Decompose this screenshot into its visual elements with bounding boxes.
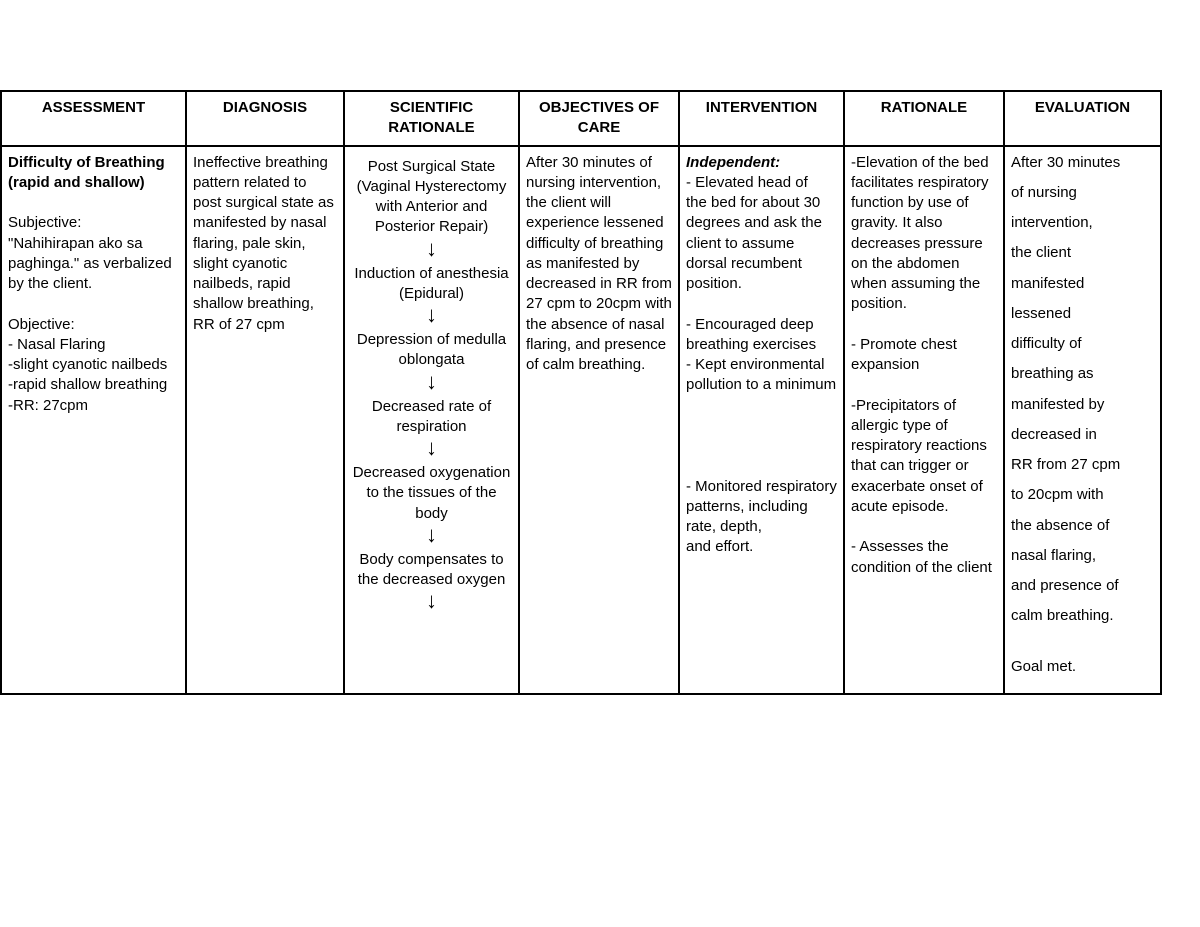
evaluation-line: calm breathing. <box>1011 606 1154 626</box>
rationale-item: - Assesses the condition of the client <box>851 537 997 578</box>
col-evaluation: EVALUATION <box>1004 91 1161 146</box>
flow-step: Body compensates to the decreased oxygen <box>351 550 512 591</box>
arrow-down-icon: ↓ <box>351 441 512 459</box>
arrow-down-icon: ↓ <box>351 528 512 546</box>
flow-step: Post Surgical State (Vaginal Hysterectom… <box>351 157 512 238</box>
intervention-item: - Encouraged deep breathing exercises <box>686 315 837 356</box>
evaluation-line: difficulty of <box>1011 334 1154 354</box>
objective-item: -slight cyanotic nailbeds <box>8 355 179 375</box>
evaluation-line: manifested by <box>1011 395 1154 415</box>
col-intervention: INTERVENTION <box>679 91 844 146</box>
arrow-down-icon: ↓ <box>351 242 512 260</box>
independent-label: Independent: <box>686 153 837 173</box>
table-row: Difficulty of Breathing (rapid and shall… <box>1 146 1161 695</box>
objective-item: - Nasal Flaring <box>8 335 179 355</box>
intervention-item: - Elevated head of the bed for about 30 … <box>686 173 837 295</box>
flow-step: Depression of medulla oblongata <box>351 330 512 371</box>
evaluation-line: the client <box>1011 243 1154 263</box>
evaluation-line: intervention, <box>1011 213 1154 233</box>
col-diagnosis: DIAGNOSIS <box>186 91 344 146</box>
subjective-label: Subjective: <box>8 213 179 233</box>
evaluation-line: nasal flaring, <box>1011 546 1154 566</box>
evaluation-goal: Goal met. <box>1011 657 1154 677</box>
cell-diagnosis: Ineffective breathing pattern related to… <box>186 146 344 695</box>
evaluation-line: to 20cpm with <box>1011 485 1154 505</box>
flow-diagram: Post Surgical State (Vaginal Hysterectom… <box>351 157 512 613</box>
evaluation-line: After 30 minutes <box>1011 153 1154 173</box>
objective-item: -rapid shallow breathing <box>8 375 179 395</box>
cell-scientific: Post Surgical State (Vaginal Hysterectom… <box>344 146 519 695</box>
evaluation-line: lessened <box>1011 304 1154 324</box>
intervention-item: - Kept environmental pollution to a mini… <box>686 355 837 396</box>
col-objectives: OBJECTIVES OF CARE <box>519 91 679 146</box>
flow-step: Decreased oxygenation to the tissues of … <box>351 463 512 524</box>
evaluation-line: breathing as <box>1011 364 1154 384</box>
cell-evaluation: After 30 minutes of nursing intervention… <box>1004 146 1161 695</box>
arrow-down-icon: ↓ <box>351 308 512 326</box>
rationale-item: - Promote chest expansion <box>851 335 997 376</box>
cell-intervention: Independent: - Elevated head of the bed … <box>679 146 844 695</box>
diagnosis-text: Ineffective breathing pattern related to… <box>193 153 337 335</box>
cell-assessment: Difficulty of Breathing (rapid and shall… <box>1 146 186 695</box>
flow-step: Decreased rate of respiration <box>351 397 512 438</box>
nursing-care-plan-table: ASSESSMENT DIAGNOSIS SCIENTIFIC RATIONAL… <box>0 90 1162 695</box>
evaluation-line: manifested <box>1011 274 1154 294</box>
col-scientific: SCIENTIFIC RATIONALE <box>344 91 519 146</box>
table-header-row: ASSESSMENT DIAGNOSIS SCIENTIFIC RATIONAL… <box>1 91 1161 146</box>
evaluation-line: decreased in <box>1011 425 1154 445</box>
evaluation-line: the absence of <box>1011 516 1154 536</box>
cell-objectives: After 30 minutes of nursing intervention… <box>519 146 679 695</box>
evaluation-line: RR from 27 cpm <box>1011 455 1154 475</box>
flow-step: Induction of anesthesia (Epidural) <box>351 264 512 305</box>
rationale-item: -Precipitators of allergic type of respi… <box>851 396 997 518</box>
evaluation-line: and presence of <box>1011 576 1154 596</box>
col-rationale: RATIONALE <box>844 91 1004 146</box>
objective-label: Objective: <box>8 315 179 335</box>
evaluation-line: of nursing <box>1011 183 1154 203</box>
objective-item: -RR: 27cpm <box>8 396 179 416</box>
arrow-down-icon: ↓ <box>351 594 512 612</box>
arrow-down-icon: ↓ <box>351 375 512 393</box>
objectives-text: After 30 minutes of nursing intervention… <box>526 153 672 376</box>
cell-rationale: -Elevation of the bed facilitates respir… <box>844 146 1004 695</box>
assessment-title: Difficulty of Breathing (rapid and shall… <box>8 153 179 194</box>
page: ASSESSMENT DIAGNOSIS SCIENTIFIC RATIONAL… <box>0 0 1200 927</box>
intervention-item: - Monitored respiratory patterns, includ… <box>686 477 837 558</box>
col-assessment: ASSESSMENT <box>1 91 186 146</box>
rationale-item: -Elevation of the bed facilitates respir… <box>851 153 997 315</box>
subjective-text: "Nahihirapan ako sa paghinga." as verbal… <box>8 234 179 295</box>
